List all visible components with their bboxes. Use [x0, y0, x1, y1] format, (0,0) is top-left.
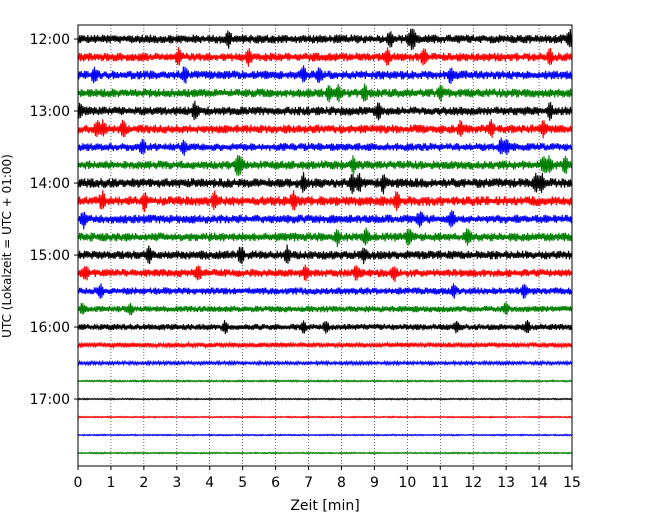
trace-1700	[77, 397, 573, 401]
x-axis-ticks: 0 1 2 3 4 5 6 7 8 9 10 11 12 13 14 15	[74, 466, 581, 491]
trace-1615	[77, 340, 573, 350]
x-tick-label-4: 4	[205, 475, 214, 491]
trace-1500	[77, 244, 573, 265]
x-tick-label-14: 14	[530, 475, 548, 491]
y-tick-label-5: 17:00	[30, 392, 70, 408]
trace-1715	[77, 415, 573, 419]
y-axis-ticks: 12:00 13:00 14:00 15:00 16:00 17:00	[30, 32, 78, 408]
x-tick-label-7: 7	[304, 475, 313, 491]
trace-1315	[77, 118, 573, 139]
x-tick-label-15: 15	[563, 475, 581, 491]
x-axis-label: Zeit [min]	[290, 498, 359, 514]
trace-1415	[77, 189, 573, 213]
x-tick-label-11: 11	[431, 475, 449, 491]
trace-1330	[77, 137, 573, 156]
seismic-traces	[77, 28, 573, 455]
x-tick-label-0: 0	[74, 475, 83, 491]
trace-1200	[77, 28, 573, 51]
trace-1400	[77, 172, 573, 195]
trace-1745	[77, 451, 573, 455]
x-tick-label-3: 3	[172, 475, 181, 491]
trace-1430	[77, 210, 573, 230]
plot-frame	[77, 24, 573, 467]
x-tick-label-1: 1	[106, 475, 115, 491]
trace-1515	[77, 264, 573, 282]
y-tick-label-2: 14:00	[30, 176, 70, 192]
x-tick-label-5: 5	[238, 475, 247, 491]
trace-1730	[77, 433, 573, 437]
trace-1600	[77, 319, 573, 335]
y-tick-label-4: 16:00	[30, 320, 70, 336]
x-tick-label-10: 10	[398, 475, 416, 491]
y-tick-label-0: 12:00	[30, 32, 70, 48]
x-tick-label-12: 12	[464, 475, 482, 491]
x-tick-label-6: 6	[271, 475, 280, 491]
trace-1230	[77, 65, 573, 85]
trace-1345	[77, 154, 573, 176]
y-tick-label-1: 13:00	[30, 104, 70, 120]
trace-1630	[77, 359, 573, 367]
x-tick-label-8: 8	[337, 475, 346, 491]
x-tick-label-2: 2	[139, 475, 148, 491]
trace-1530	[77, 283, 573, 299]
y-axis-label: UTC (Lokalzeit = UTC + 01:00)	[0, 154, 14, 338]
trace-1215	[77, 47, 573, 67]
y-tick-label-3: 15:00	[30, 248, 70, 264]
x-tick-label-9: 9	[370, 475, 379, 491]
trace-1545	[77, 302, 573, 316]
x-tick-label-13: 13	[497, 475, 515, 491]
trace-1445	[77, 227, 573, 248]
trace-1645	[77, 379, 573, 383]
trace-1245	[77, 83, 573, 103]
trace-1300	[77, 100, 573, 121]
